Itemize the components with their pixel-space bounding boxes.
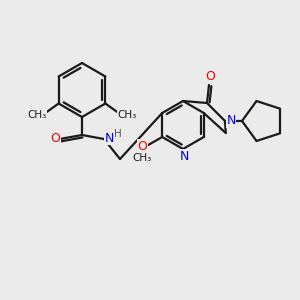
Text: O: O [137, 140, 147, 152]
Text: O: O [50, 133, 60, 146]
Text: CH₃: CH₃ [27, 110, 46, 119]
Text: N: N [104, 131, 114, 145]
Text: CH₃: CH₃ [133, 153, 152, 163]
Text: O: O [205, 70, 215, 83]
Text: H: H [114, 129, 122, 139]
Text: N: N [179, 149, 189, 163]
Text: CH₃: CH₃ [118, 110, 137, 119]
Text: N: N [226, 115, 236, 128]
